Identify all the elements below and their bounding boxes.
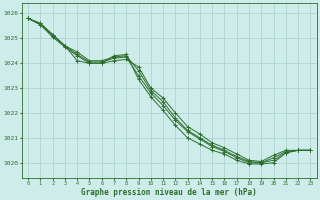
X-axis label: Graphe pression niveau de la mer (hPa): Graphe pression niveau de la mer (hPa) [81, 188, 257, 197]
